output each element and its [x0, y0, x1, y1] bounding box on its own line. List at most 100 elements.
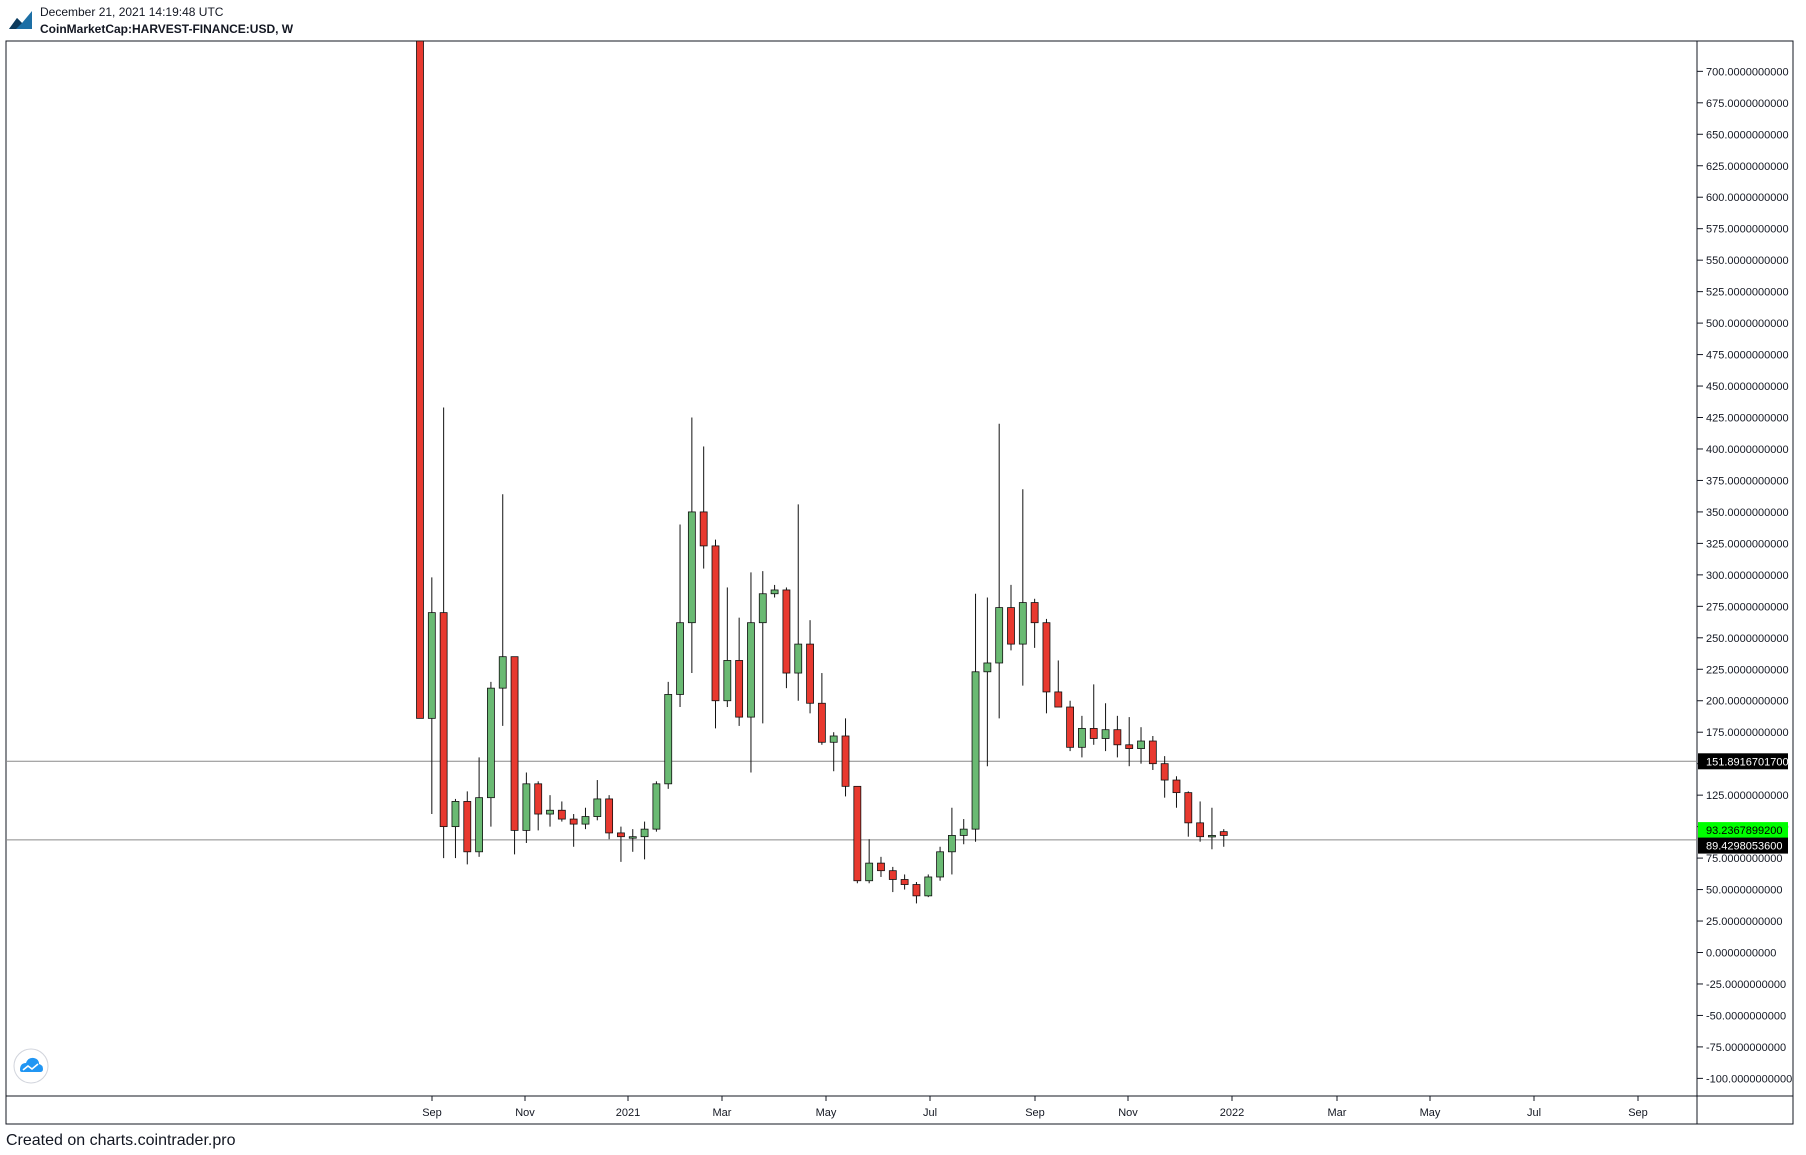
candle[interactable] — [829, 732, 838, 772]
candle-body — [676, 622, 684, 695]
candle-body — [770, 589, 779, 595]
candle-body — [735, 660, 744, 718]
candle[interactable] — [1066, 700, 1074, 752]
candle[interactable] — [1089, 684, 1098, 745]
candle[interactable] — [546, 795, 554, 827]
candle[interactable] — [747, 572, 755, 773]
candle[interactable] — [782, 587, 791, 689]
candle[interactable] — [817, 673, 826, 745]
candle[interactable] — [1148, 735, 1157, 770]
y-tick-label: -75.0000000000 — [1706, 1042, 1786, 1054]
candle[interactable] — [699, 446, 708, 569]
candle[interactable] — [723, 587, 732, 708]
candle-body — [451, 801, 460, 828]
candle[interactable] — [664, 681, 673, 789]
y-tick-label: 375.0000000000 — [1706, 475, 1789, 487]
candle-body — [487, 687, 495, 799]
candle[interactable] — [1018, 489, 1027, 686]
candle[interactable] — [569, 814, 578, 847]
candle-body — [1148, 740, 1157, 765]
candle[interactable] — [711, 539, 720, 729]
candle[interactable] — [1042, 618, 1051, 714]
candle[interactable] — [1184, 791, 1193, 837]
candle-body — [546, 809, 554, 815]
candle-body — [1007, 607, 1015, 645]
candle[interactable] — [475, 757, 484, 857]
candle[interactable] — [676, 524, 684, 708]
candle[interactable] — [1101, 703, 1110, 752]
candle[interactable] — [498, 494, 507, 726]
candle[interactable] — [687, 417, 696, 674]
candle[interactable] — [936, 846, 944, 881]
candle-body — [687, 511, 696, 624]
candle[interactable] — [605, 795, 614, 840]
candle[interactable] — [487, 681, 495, 827]
candle[interactable] — [912, 882, 921, 904]
candle-body — [1172, 779, 1181, 794]
candle[interactable] — [735, 617, 744, 726]
candle[interactable] — [1172, 776, 1181, 808]
candle[interactable] — [581, 807, 590, 830]
candle-body — [948, 835, 956, 853]
y-tick-label: 250.0000000000 — [1706, 633, 1789, 645]
candle-body — [900, 879, 909, 885]
candle[interactable] — [640, 821, 649, 860]
candle[interactable] — [1113, 715, 1122, 758]
candle-body — [983, 662, 992, 673]
candle[interactable] — [853, 785, 862, 884]
candle[interactable] — [948, 807, 956, 875]
candle[interactable] — [1030, 598, 1039, 648]
candle[interactable] — [557, 801, 566, 822]
x-tick-label: Jul — [923, 1107, 937, 1119]
y-tick-label: 500.0000000000 — [1706, 318, 1789, 330]
y-tick-label: 200.0000000000 — [1706, 696, 1789, 708]
chart-frame — [5, 40, 1794, 1125]
candlestick-chart[interactable]: 700.0000000000 675.0000000000 650.00000000… — [0, 0, 1806, 1130]
candle-body — [995, 607, 1004, 664]
candle[interactable] — [877, 856, 885, 877]
candle[interactable] — [522, 772, 531, 843]
candle[interactable] — [983, 597, 992, 767]
candle[interactable] — [593, 780, 602, 821]
candle[interactable] — [439, 407, 448, 859]
y-tick-label: 525.0000000000 — [1706, 287, 1789, 299]
candle[interactable] — [806, 620, 814, 714]
candle[interactable] — [1078, 715, 1086, 758]
y-tick-label: 600.0000000000 — [1706, 192, 1789, 204]
candle[interactable] — [427, 577, 436, 815]
candle[interactable] — [1219, 829, 1228, 847]
tradingview-cloud-icon[interactable] — [13, 1048, 49, 1084]
chart-header: December 21, 2021 14:19:48 UTC CoinMarke… — [0, 0, 1806, 40]
candle[interactable] — [888, 866, 897, 893]
candle[interactable] — [463, 791, 472, 865]
price-axis[interactable]: 700.0000000000 675.0000000000 650.00000000… — [1697, 66, 1792, 1085]
candle[interactable] — [758, 571, 767, 724]
candle[interactable] — [1125, 717, 1134, 767]
candle[interactable] — [1007, 584, 1015, 651]
candle[interactable] — [628, 829, 637, 852]
candle[interactable] — [971, 593, 980, 842]
candle-body — [971, 671, 980, 830]
candle[interactable] — [534, 781, 543, 831]
candle[interactable] — [1054, 660, 1063, 708]
candle[interactable] — [924, 874, 933, 898]
candle[interactable] — [1208, 807, 1216, 850]
time-axis[interactable]: Sep Nov 2021 Mar May Jul Sep Nov 2022 Mar May Jul Se… — [422, 1096, 1648, 1119]
candle[interactable] — [794, 504, 803, 701]
candle[interactable] — [995, 423, 1004, 719]
candle-body — [593, 798, 602, 817]
candle[interactable] — [416, 40, 424, 719]
candle[interactable] — [1137, 727, 1145, 764]
candle[interactable] — [617, 826, 625, 862]
candle[interactable] — [900, 874, 909, 890]
candle[interactable] — [652, 781, 661, 832]
candle[interactable] — [1160, 756, 1169, 798]
candle[interactable] — [1196, 801, 1205, 842]
candle[interactable] — [865, 839, 874, 884]
candle[interactable] — [841, 718, 850, 797]
candle[interactable] — [451, 798, 460, 859]
candle[interactable] — [959, 819, 968, 845]
candle[interactable] — [770, 584, 779, 598]
candle[interactable] — [510, 656, 519, 855]
line-price-label-bg — [1698, 753, 1788, 770]
